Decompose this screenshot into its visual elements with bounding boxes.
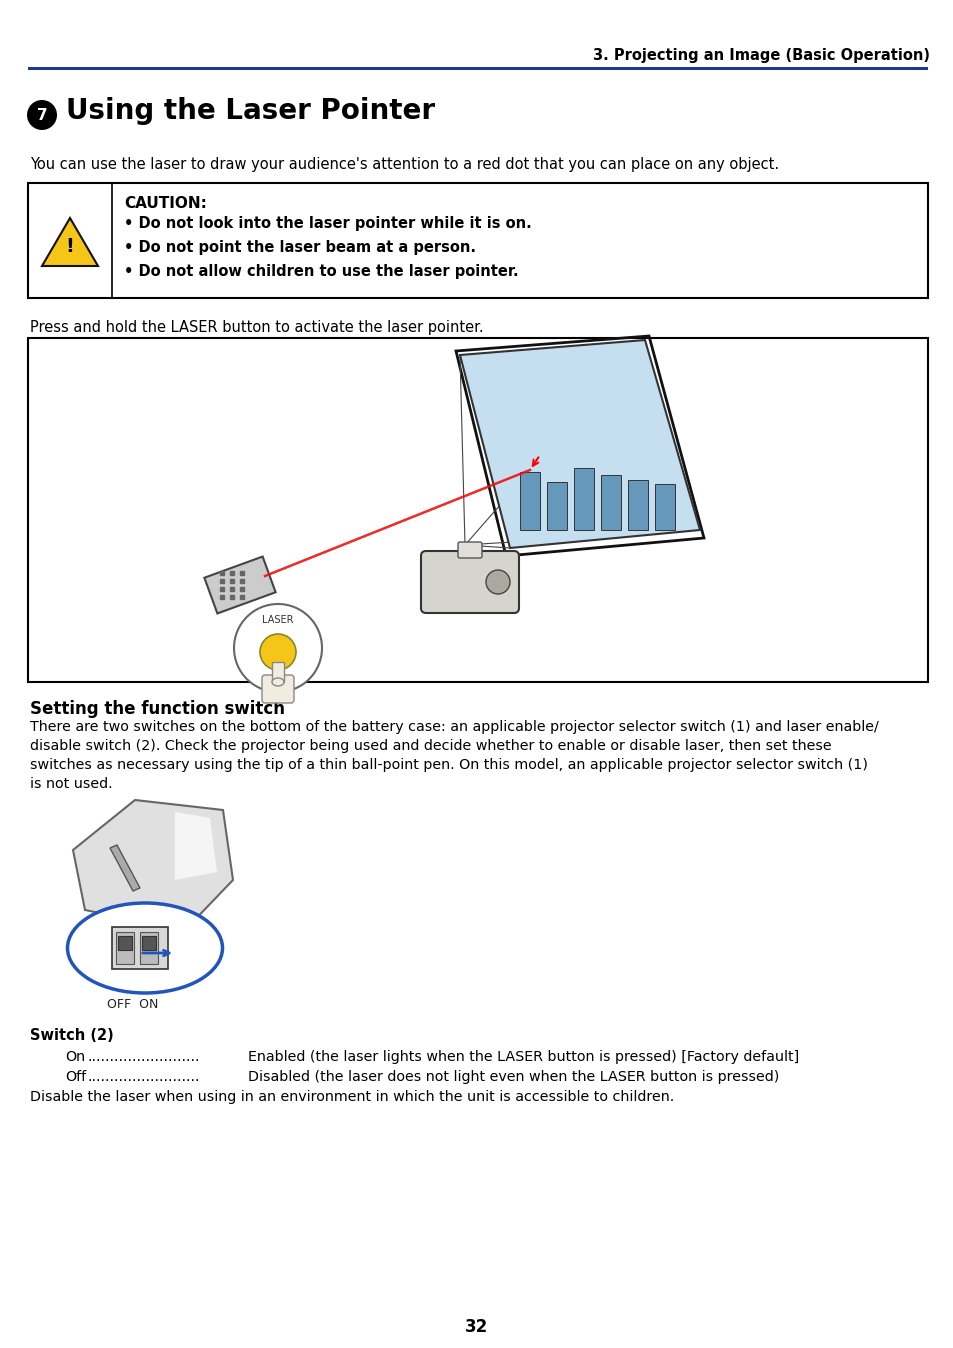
Bar (118, 936, 132, 950)
Ellipse shape (233, 604, 322, 692)
Text: CAUTION:: CAUTION: (124, 195, 207, 212)
Text: !: ! (66, 237, 74, 256)
Text: .........................: ......................... (88, 1070, 200, 1084)
Text: Off: Off (65, 1070, 86, 1084)
Polygon shape (459, 340, 700, 549)
FancyBboxPatch shape (457, 542, 481, 558)
Text: LASER: LASER (262, 615, 294, 625)
Text: 3. Projecting an Image (Basic Operation): 3. Projecting an Image (Basic Operation) (593, 49, 929, 63)
Polygon shape (42, 218, 98, 266)
Text: disable switch (2). Check the projector being used and decide whether to enable : disable switch (2). Check the projector … (30, 739, 831, 754)
Text: 32: 32 (465, 1318, 488, 1336)
Text: Press and hold the LASER button to activate the laser pointer.: Press and hold the LASER button to activ… (30, 319, 483, 336)
Bar (519, 472, 539, 530)
Bar (28, 67, 927, 70)
Ellipse shape (68, 903, 222, 993)
Text: Switch (2): Switch (2) (30, 1029, 113, 1043)
Bar (28, 338, 927, 682)
FancyBboxPatch shape (262, 675, 294, 704)
Bar (574, 468, 594, 530)
Ellipse shape (272, 678, 284, 686)
Text: is not used.: is not used. (30, 776, 112, 791)
Polygon shape (73, 799, 233, 930)
Bar (112, 927, 168, 969)
Text: • Do not allow children to use the laser pointer.: • Do not allow children to use the laser… (124, 264, 518, 279)
Text: On: On (65, 1050, 85, 1064)
Bar (142, 936, 156, 950)
Text: You can use the laser to draw your audience's attention to a red dot that you ca: You can use the laser to draw your audie… (30, 156, 779, 173)
Polygon shape (174, 811, 216, 880)
Bar (627, 480, 647, 530)
Text: • Do not look into the laser pointer while it is on.: • Do not look into the laser pointer whi… (124, 216, 531, 231)
Polygon shape (110, 845, 140, 891)
Polygon shape (204, 557, 275, 613)
Text: Setting the function switch: Setting the function switch (30, 700, 285, 718)
Bar (116, 931, 133, 964)
Circle shape (27, 100, 57, 129)
Bar (655, 484, 675, 530)
Text: Disabled (the laser does not light even when the LASER button is pressed): Disabled (the laser does not light even … (248, 1070, 779, 1084)
Text: Enabled (the laser lights when the LASER button is pressed) [Factory default]: Enabled (the laser lights when the LASER… (248, 1050, 799, 1064)
Text: OFF  ON: OFF ON (107, 998, 158, 1011)
Text: There are two switches on the bottom of the battery case: an applicable projecto: There are two switches on the bottom of … (30, 720, 878, 735)
Text: • Do not point the laser beam at a person.: • Do not point the laser beam at a perso… (124, 240, 476, 255)
Circle shape (485, 570, 510, 594)
Bar (600, 474, 620, 530)
FancyBboxPatch shape (420, 551, 518, 613)
Text: .........................: ......................... (88, 1050, 200, 1064)
Bar (272, 662, 284, 682)
Bar (546, 483, 566, 530)
Text: Using the Laser Pointer: Using the Laser Pointer (66, 97, 435, 125)
Text: Disable the laser when using in an environment in which the unit is accessible t: Disable the laser when using in an envir… (30, 1091, 674, 1104)
Text: switches as necessary using the tip of a thin ball-point pen. On this model, an : switches as necessary using the tip of a… (30, 758, 867, 772)
Circle shape (260, 634, 295, 670)
Bar (28, 183, 927, 298)
Bar (140, 931, 158, 964)
Text: 7: 7 (36, 108, 48, 123)
